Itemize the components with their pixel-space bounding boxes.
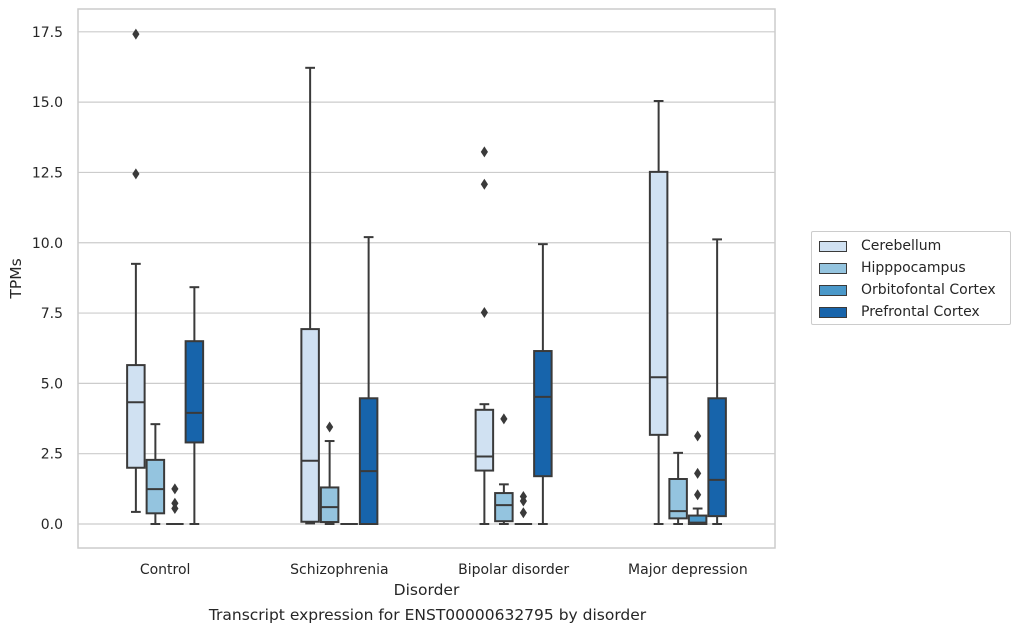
box-orbitofontal-cortex xyxy=(687,430,708,525)
box-orbitofontal-cortex xyxy=(514,490,533,525)
legend: Cerebellum Hipppocampus Orbitofontal Cor… xyxy=(811,231,1011,325)
legend-label: Prefrontal Cortex xyxy=(861,304,980,320)
box-body xyxy=(358,397,379,525)
box-body xyxy=(300,328,320,523)
box-body xyxy=(145,458,166,515)
box-prefrontal-cortex xyxy=(707,238,727,525)
legend-item-prefrontal-cortex: Prefrontal Cortex xyxy=(819,304,980,320)
legend-item-cerebellum: Cerebellum xyxy=(819,238,941,254)
box-body xyxy=(533,350,553,478)
box-hipppocampus xyxy=(145,423,166,525)
y-tick-label: 10.0 xyxy=(32,236,63,252)
y-tick-label: 15.0 xyxy=(32,95,63,111)
outlier-point xyxy=(694,489,702,501)
y-tick-label: 0.0 xyxy=(41,517,63,533)
legend-label: Cerebellum xyxy=(861,238,942,254)
box-body xyxy=(494,492,514,523)
outlier-point xyxy=(694,467,702,479)
y-tick-label: 17.5 xyxy=(32,25,63,41)
legend-label: Hipppocampus xyxy=(861,260,966,276)
outlier-point xyxy=(480,146,488,158)
box-cerebellum xyxy=(300,66,320,525)
box-orbitofontal-cortex xyxy=(166,483,184,525)
box-body xyxy=(474,408,495,472)
x-axis-label: Disorder xyxy=(394,581,460,599)
legend-item-orbitofontal-cortex: Orbitofontal Cortex xyxy=(819,282,996,298)
box-body xyxy=(668,478,688,520)
box-prefrontal-cortex xyxy=(184,286,205,525)
box-body xyxy=(319,486,340,524)
outlier-point xyxy=(480,307,488,318)
box-body xyxy=(707,397,727,518)
box-prefrontal-cortex xyxy=(358,236,379,525)
box-hipppocampus xyxy=(668,451,688,525)
box-hipppocampus xyxy=(494,413,514,525)
y-tick-label: 2.5 xyxy=(41,447,63,463)
outlier-point xyxy=(132,168,140,180)
y-tick-label: 5.0 xyxy=(41,376,63,392)
outlier-point xyxy=(326,421,334,433)
legend-swatch-orbitofontal-cortex xyxy=(819,284,847,296)
outlier-point xyxy=(171,497,179,509)
legend-swatch-hipppocampus xyxy=(819,262,847,274)
legend-swatch-prefrontal-cortex xyxy=(819,306,847,318)
box-body xyxy=(648,170,669,436)
box-prefrontal-cortex xyxy=(533,243,553,525)
plot-frame xyxy=(77,8,776,549)
x-tick-label: Major depression xyxy=(628,562,748,578)
y-tick-label: 12.5 xyxy=(32,165,63,181)
outlier-point xyxy=(171,483,179,495)
outlier-point xyxy=(500,413,508,425)
box-body xyxy=(184,340,205,444)
y-axis-label: TPMs xyxy=(7,258,25,299)
y-tick-label: 7.5 xyxy=(41,306,63,322)
box-cerebellum xyxy=(126,28,146,513)
x-tick-label: Bipolar disorder xyxy=(458,562,569,578)
box-cerebellum xyxy=(474,146,495,525)
outlier-point xyxy=(132,28,140,40)
outlier-point xyxy=(519,490,527,502)
box-body xyxy=(126,364,146,469)
chart-caption: Transcript expression for ENST0000063279… xyxy=(208,606,647,624)
legend-item-hipppocampus: Hipppocampus xyxy=(819,260,966,276)
x-tick-label: Schizophrenia xyxy=(290,562,388,578)
outlier-point xyxy=(519,507,527,519)
legend-label: Orbitofontal Cortex xyxy=(861,282,996,298)
box-body xyxy=(687,514,708,525)
box-cerebellum xyxy=(648,100,669,525)
outlier-point xyxy=(694,430,702,442)
outlier-point xyxy=(480,178,488,190)
x-tick-label: Control xyxy=(140,562,191,578)
legend-swatch-cerebellum xyxy=(819,240,847,252)
box-hipppocampus xyxy=(319,421,340,525)
